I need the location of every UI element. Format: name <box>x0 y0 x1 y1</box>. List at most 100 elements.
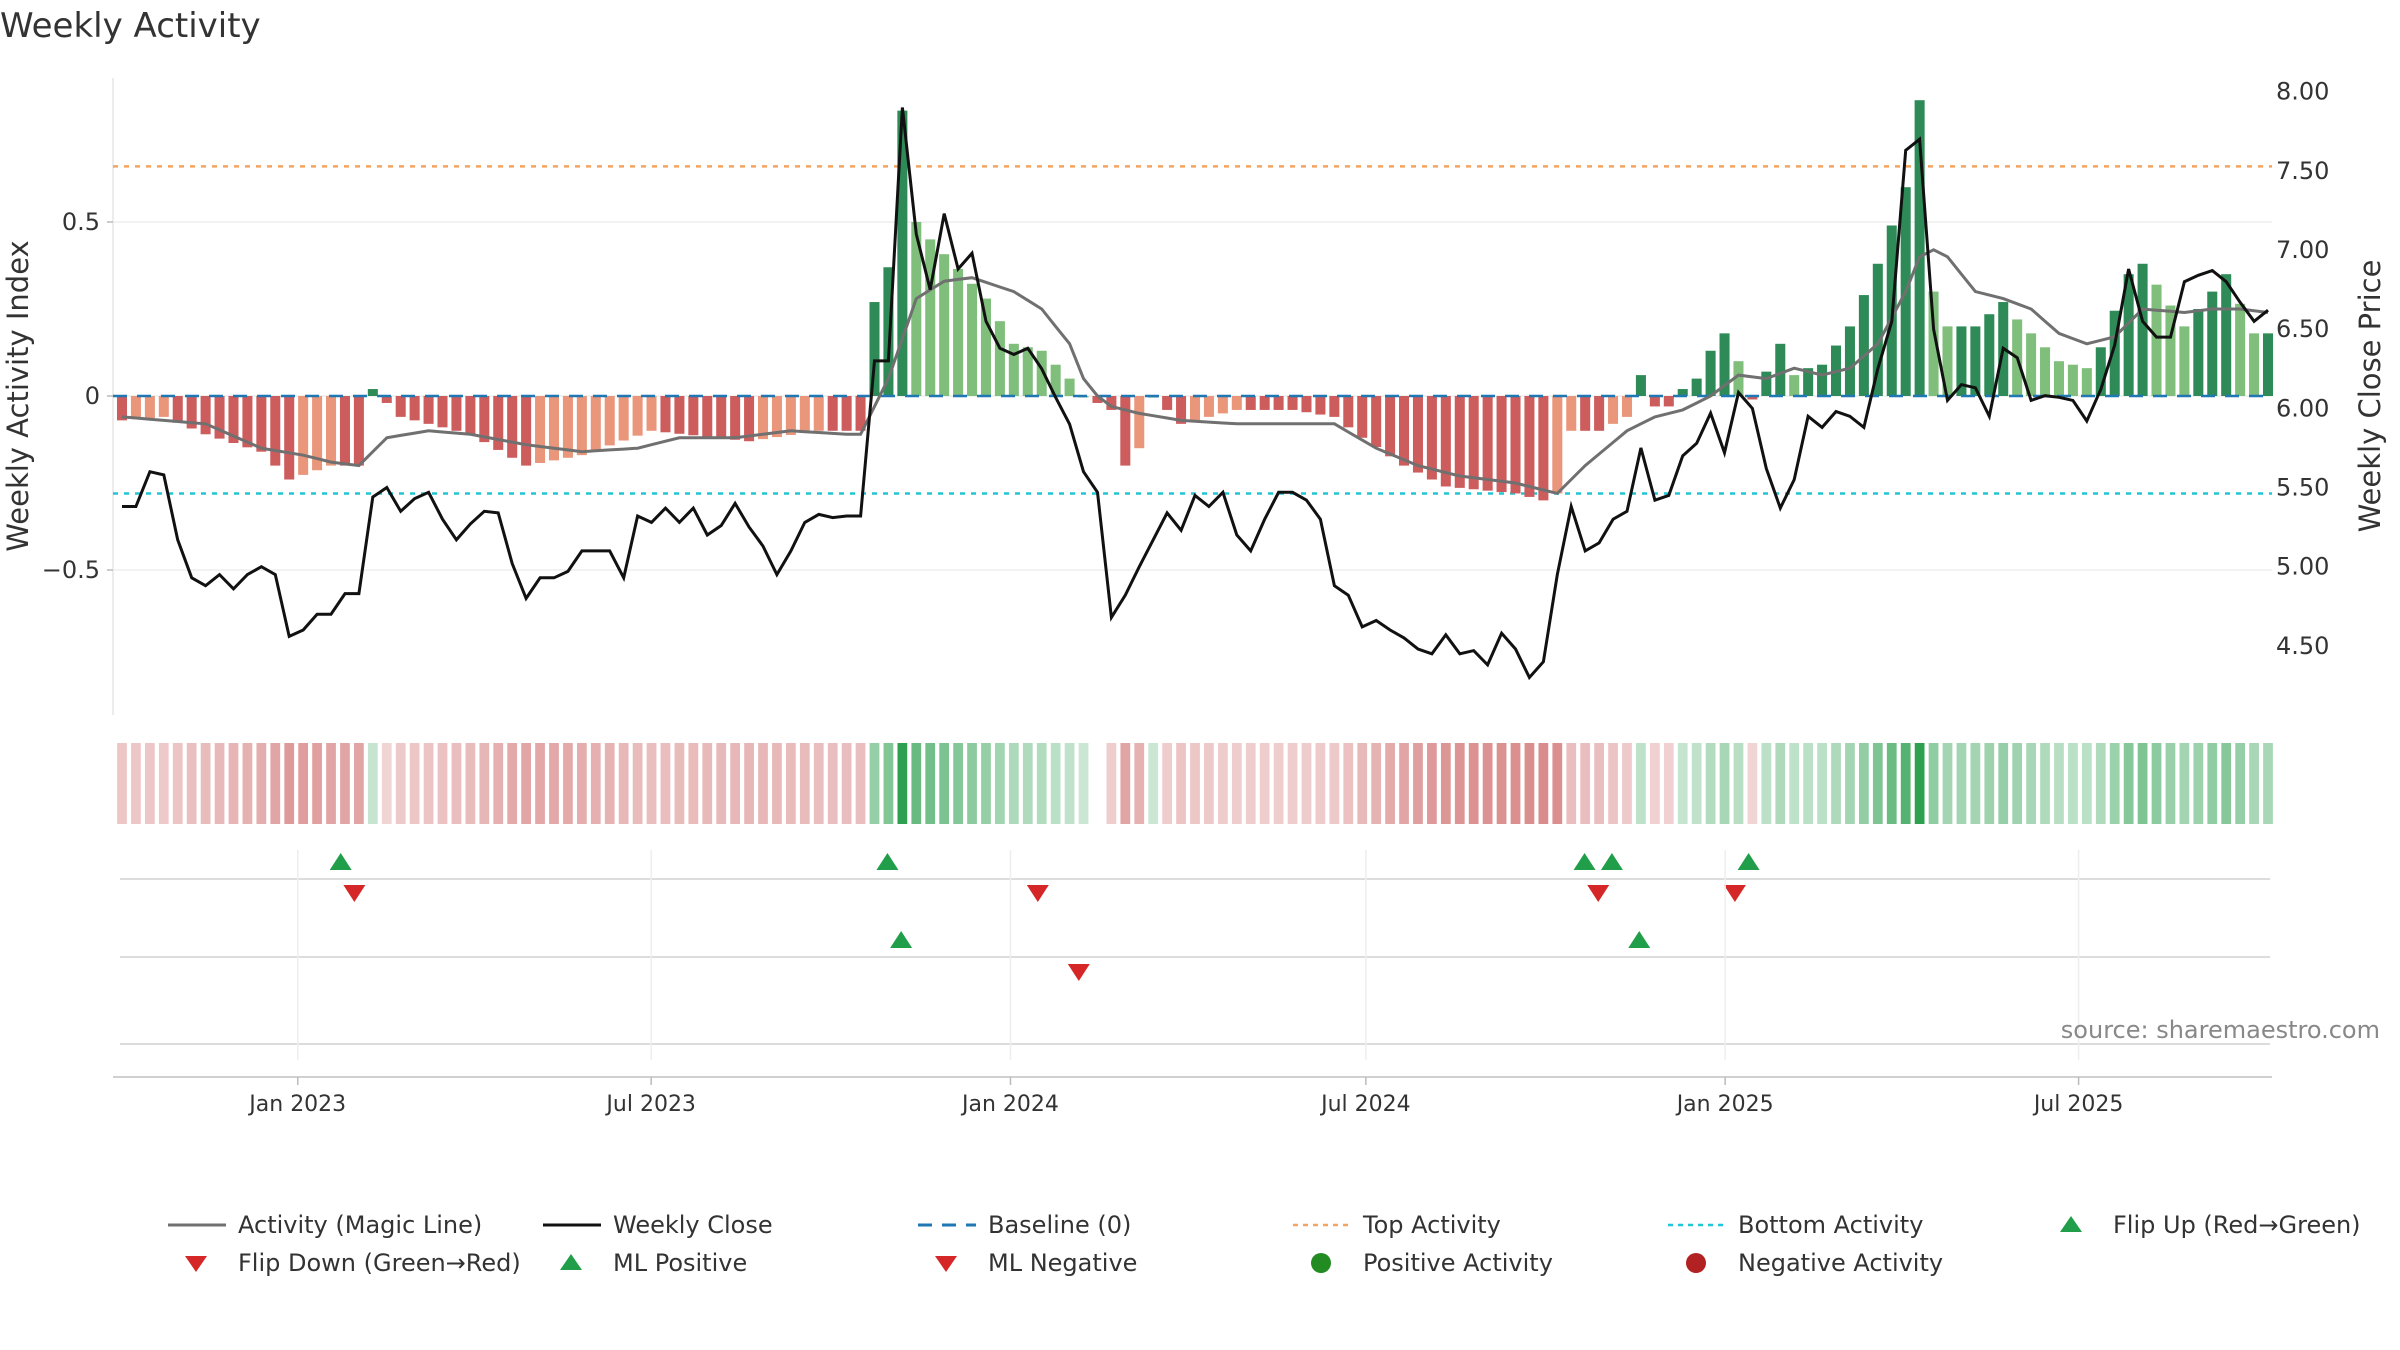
activity-bar <box>2109 310 2120 396</box>
legend-swatch <box>935 1256 957 1272</box>
heat-cell <box>1524 743 1535 824</box>
activity-bar <box>395 396 406 417</box>
heat-cell <box>1594 743 1604 824</box>
legend-label: Bottom Activity <box>1738 1211 1923 1239</box>
y2-tick-label: 8.00 <box>2276 78 2329 106</box>
activity-bar <box>1454 396 1465 488</box>
heat-cell <box>381 743 392 824</box>
legend-swatch <box>560 1254 582 1270</box>
legend-item: Flip Up (Red→Green) <box>2060 1211 2361 1239</box>
activity-bar <box>1008 343 1019 396</box>
activity-bar <box>1761 371 1772 396</box>
activity-bar <box>674 396 685 434</box>
y-tick-label: −0.5 <box>42 556 100 584</box>
x-tick-label: Jan 2024 <box>960 1092 1059 1117</box>
heat-cell <box>549 743 559 824</box>
heat-cell <box>1176 743 1186 824</box>
heat-cell <box>604 743 615 824</box>
heat-cell <box>939 743 950 824</box>
legend-item: Weekly Close <box>543 1211 773 1239</box>
reference-lines <box>113 165 2272 495</box>
heat-cell <box>813 743 824 824</box>
legend-label: ML Positive <box>613 1249 747 1277</box>
heat-cell <box>2249 743 2259 824</box>
activity-bar <box>1496 396 1507 493</box>
activity-bar <box>1928 291 1939 396</box>
heat-cell <box>716 743 727 824</box>
heat-cell <box>186 743 197 824</box>
heat-cell <box>563 743 573 824</box>
heat-cell <box>437 743 448 824</box>
activity-bar <box>1858 295 1869 396</box>
heat-cell <box>1608 743 1618 824</box>
activity-bar <box>813 396 824 431</box>
heat-cell <box>827 743 838 824</box>
activity-bar <box>953 268 964 396</box>
heat-cell <box>326 743 336 824</box>
heat-cell <box>479 743 490 824</box>
heat-cell <box>2123 743 2134 824</box>
heat-cell <box>1663 743 1674 824</box>
activity-bar <box>869 302 880 396</box>
y-tick-label: 0.5 <box>62 208 100 236</box>
activity-bar <box>1329 396 1340 417</box>
y2-tick-label: 6.50 <box>2276 315 2329 343</box>
activity-bar <box>493 396 504 450</box>
heat-cell <box>646 743 657 824</box>
legend-label: Weekly Close <box>613 1211 773 1239</box>
heat-cell <box>1859 743 1869 824</box>
heat-cell <box>1329 743 1340 824</box>
activity-bar <box>1022 347 1033 396</box>
activity-bar <box>2193 309 2204 396</box>
activity-heat-strip <box>117 743 2273 824</box>
activity-bar <box>2067 364 2078 396</box>
heat-cell <box>1259 743 1270 824</box>
heat-cell <box>2054 743 2064 824</box>
heat-cell <box>284 743 295 824</box>
heat-cell <box>1008 743 1019 824</box>
activity-bar <box>2235 303 2246 396</box>
activity-bar <box>409 396 420 421</box>
activity-bar <box>1399 396 1410 466</box>
activity-bar <box>1956 326 1967 396</box>
activity-bar <box>1538 396 1549 501</box>
activity-bar <box>130 396 141 420</box>
heat-cell <box>1733 743 1744 824</box>
legend-label: Baseline (0) <box>988 1211 1131 1239</box>
heat-cell <box>2012 743 2023 824</box>
activity-bar <box>980 298 991 396</box>
activity-bar <box>186 396 197 429</box>
activity-bar <box>883 267 894 396</box>
activity-bar <box>381 396 392 403</box>
heat-cell <box>1427 743 1437 824</box>
heat-cell <box>1984 743 1995 824</box>
heat-cell <box>1440 743 1451 824</box>
activity-bar <box>2095 347 2106 396</box>
legend-item: Negative Activity <box>1686 1249 1943 1277</box>
activity-bar <box>1189 396 1201 421</box>
magic-line <box>121 248 2269 496</box>
heat-cell <box>1078 743 1089 824</box>
activity-bar <box>1733 361 1744 396</box>
heat-cell <box>911 743 922 824</box>
activity-bar <box>2207 291 2218 396</box>
y2-tick-label: 7.00 <box>2276 236 2329 264</box>
heat-cell <box>1162 743 1173 824</box>
activity-bar <box>200 396 211 435</box>
heat-cell <box>1050 743 1061 824</box>
flip-down-marker <box>1587 885 1610 902</box>
heat-cell <box>1942 743 1953 824</box>
event-rows <box>113 878 2272 1078</box>
activity-bar <box>576 396 587 456</box>
activity-bar <box>1231 396 1242 410</box>
activity-bar <box>116 396 128 421</box>
flip-down-marker <box>1026 885 1049 902</box>
ml-negative-marker <box>1067 964 1090 981</box>
legend-item: Positive Activity <box>1311 1249 1553 1277</box>
heat-cell <box>2207 743 2218 824</box>
activity-bar <box>242 396 253 448</box>
heat-cell <box>1872 743 1883 824</box>
heat-cell <box>2235 743 2246 824</box>
heat-cell <box>1301 743 1312 824</box>
